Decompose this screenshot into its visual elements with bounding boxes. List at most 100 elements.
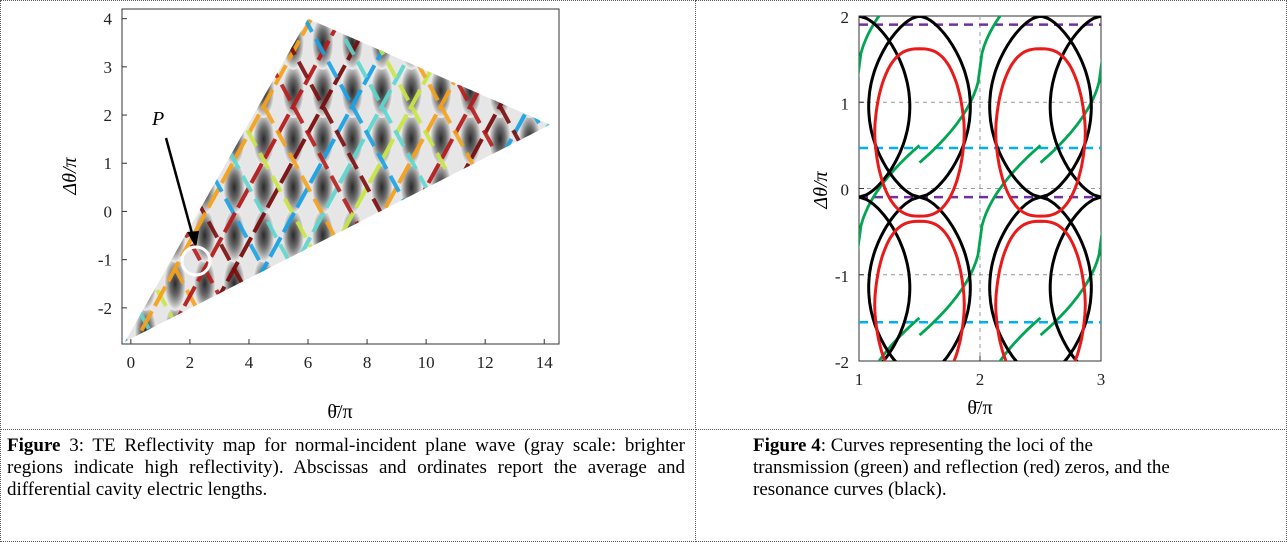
fig3-ytick-label: 2 (104, 106, 113, 125)
figure4-loci-plot: 1 2 3 2 1 0 -1 -2 θ̄/π Δθ/π (810, 8, 1105, 419)
figure3-caption-text: 3: TE Reflectivity map for normal-incide… (7, 435, 685, 500)
fig4-resonance-curve (1048, 16, 1101, 199)
figure3-caption: Figure 3: TE Reflectivity map for normal… (7, 435, 685, 501)
fig3-dark-cell (164, 256, 187, 311)
fig4-ytick-label: 1 (841, 94, 850, 113)
fig3-dark-cell (578, 112, 600, 166)
fig3-dark-cell (282, 353, 304, 407)
fig3-ytick-label: 3 (104, 58, 113, 77)
fig3-resonance-trace (574, 0, 696, 404)
fig3-xtick-label: 12 (477, 353, 494, 372)
fig3-ytick-label: -1 (98, 251, 112, 270)
fig3-dark-cell (76, 209, 98, 263)
fig3-dark-cell (253, 353, 275, 407)
point-p-marker (180, 245, 212, 277)
fig3-resonance-trace (0, 0, 72, 404)
fig3-ytick-label: 1 (104, 154, 113, 173)
figure4-caption-text: : Curves representing the loci of the tr… (753, 435, 1170, 500)
fig3-dark-cell (312, 353, 334, 407)
fig3-dark-cell (400, 63, 423, 118)
fig3-dark-cell (607, 16, 629, 70)
fig3-resonance-trace (574, 0, 696, 404)
point-p-arrowhead (187, 231, 199, 248)
fig4-axes: 1 2 3 2 1 0 -1 -2 (835, 8, 1105, 389)
fig3-resonance-trace (0, 0, 42, 404)
fig3-dark-cell (194, 353, 216, 407)
fig3-dark-cell (76, 16, 98, 70)
figure4-caption-label: Figure 4 (753, 435, 821, 456)
fig4-transmission-zero-curve (918, 144, 1042, 337)
fig4-reflection-zero-curve (873, 219, 966, 361)
fig4-reflection-zero-curve (873, 47, 966, 218)
fig4-ytick-label: 2 (841, 8, 850, 27)
fig3-xtick-label: 10 (418, 353, 435, 372)
fig4-xtick-label: 2 (976, 370, 985, 389)
fig3-dark-cell (578, 64, 600, 118)
fig3-dark-cell (76, 353, 98, 407)
fig3-dark-cell (578, 16, 600, 70)
fig3-dark-cell (193, 256, 216, 311)
fig3-dark-cell (135, 353, 157, 407)
fig3-dark-cell (76, 0, 98, 22)
fig4-xtick-label: 3 (1097, 370, 1106, 389)
fig3-dark-cell (370, 63, 393, 118)
fig3-dark-cell (371, 353, 393, 407)
fig4-ytick-label: -1 (835, 267, 849, 286)
fig3-dark-cell (282, 160, 305, 215)
fig3-ytick-label: 4 (104, 10, 113, 29)
fig3-dark-cell (607, 0, 629, 22)
fig3-resonance-trace (306, 18, 546, 342)
fig3-xtick-label: 6 (304, 353, 313, 372)
fig4-transmission-zero-curve (918, 16, 1002, 164)
fig3-dark-cell (578, 353, 600, 407)
fig3-resonance-trace (603, 0, 696, 404)
fig3-resonance-trace (276, 18, 517, 342)
fig3-dark-cell (341, 353, 363, 407)
fig3-dark-cell (607, 112, 629, 166)
fig3-resonance-trace (0, 0, 13, 404)
fig4-xlabel: θ̄/π (967, 397, 992, 419)
fig4-transmission-zero-curve (1039, 57, 1101, 164)
fig3-resonance-trace (0, 0, 42, 404)
fig4-reflection-zero-curve (994, 219, 1087, 361)
fig3-dark-cell (311, 18, 334, 70)
fig3-resonance-trace (0, 0, 101, 404)
fig4-reflection-zero-curve (994, 47, 1087, 218)
fig4-resonance-curve (988, 195, 1093, 361)
fig4-resonance-curve (1048, 195, 1101, 361)
fig3-dark-cell (370, 160, 393, 215)
fig3-dark-cell (282, 63, 305, 118)
fig3-resonance-trace (125, 18, 340, 342)
fig3-dark-cell (578, 0, 600, 22)
fig3-xtick-label: 0 (127, 353, 136, 372)
fig3-dark-cell (607, 257, 629, 311)
fig3-resonance-trace (542, 18, 551, 342)
fig3-resonance-trace (603, 0, 696, 404)
fig3-dark-cell (76, 64, 98, 118)
fig3-dark-cell (311, 63, 334, 118)
fig4-resonance-curve (867, 195, 972, 361)
fig3-resonance-trace (0, 0, 101, 404)
fig4-resonance-curve (859, 195, 912, 361)
fig4-transmission-zero-curve (998, 316, 1042, 361)
fig3-dark-cell (578, 305, 600, 359)
fig3-xtick-label: 4 (245, 353, 254, 372)
fig4-xtick-label: 1 (855, 370, 864, 389)
fig3-resonance-trace (158, 18, 399, 342)
fig3-dark-cell (252, 160, 275, 215)
point-p-label: P (151, 108, 164, 130)
fig3-dark-cell (578, 160, 600, 214)
fig3-dark-cell (76, 305, 98, 359)
fig3-xtick-label: 8 (363, 353, 372, 372)
fig3-dark-cell (578, 257, 600, 311)
fig3-ytick-label: -2 (98, 299, 112, 318)
fig3-resonance-trace (542, 18, 551, 342)
fig3-dark-cell (223, 353, 245, 407)
fig4-curves (859, 16, 1101, 361)
fig3-dark-cell (311, 160, 334, 215)
fig3-dark-cell (341, 63, 364, 118)
fig4-ytick-label: 0 (841, 181, 850, 200)
fig3-dark-cell (341, 160, 364, 215)
